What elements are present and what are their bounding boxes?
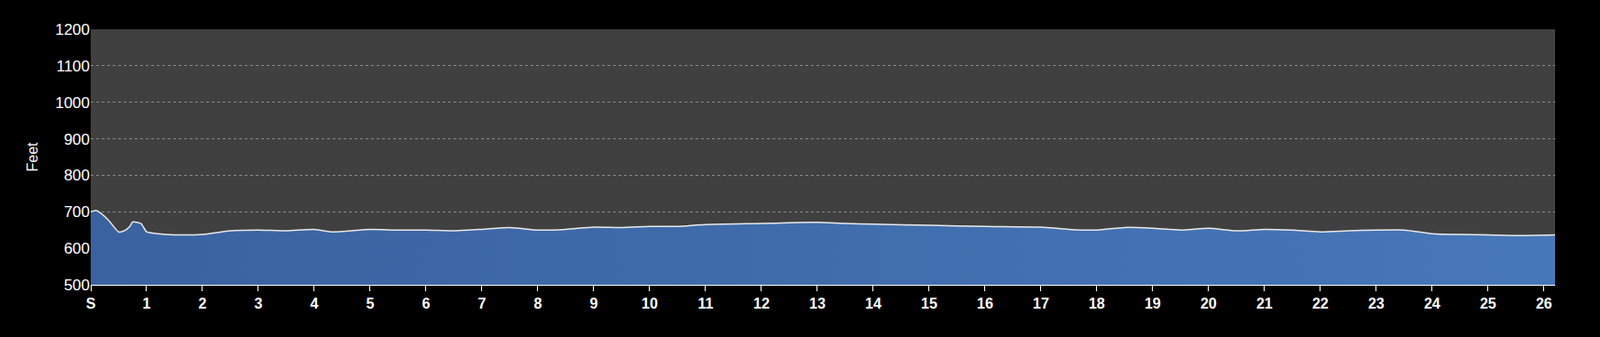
- svg-text:1100: 1100: [55, 57, 90, 76]
- svg-text:20: 20: [1200, 295, 1217, 312]
- svg-text:23: 23: [1368, 295, 1385, 312]
- svg-text:10: 10: [641, 295, 658, 312]
- svg-text:6: 6: [421, 295, 430, 312]
- svg-text:26: 26: [1535, 295, 1553, 312]
- svg-text:15: 15: [920, 295, 938, 312]
- svg-text:800: 800: [64, 166, 90, 185]
- svg-text:600: 600: [64, 240, 90, 258]
- svg-text:7: 7: [477, 295, 486, 312]
- svg-text:18: 18: [1088, 295, 1106, 312]
- svg-text:4: 4: [310, 295, 319, 312]
- svg-text:19: 19: [1144, 295, 1162, 312]
- svg-text:3: 3: [254, 295, 264, 312]
- svg-text:5: 5: [366, 295, 375, 312]
- svg-text:22: 22: [1312, 295, 1329, 312]
- svg-text:900: 900: [64, 131, 90, 149]
- svg-text:21: 21: [1256, 295, 1273, 312]
- svg-text:500: 500: [64, 276, 90, 295]
- svg-text:2: 2: [198, 295, 208, 312]
- svg-text:1200: 1200: [54, 21, 90, 39]
- svg-text:13: 13: [809, 295, 826, 312]
- svg-text:16: 16: [976, 295, 994, 312]
- svg-text:11: 11: [697, 295, 713, 312]
- svg-text:1000: 1000: [54, 94, 90, 112]
- svg-text:12: 12: [753, 295, 770, 312]
- svg-text:25: 25: [1479, 295, 1497, 312]
- svg-text:8: 8: [533, 295, 542, 312]
- svg-text:14: 14: [865, 295, 882, 312]
- svg-text:17: 17: [1032, 295, 1050, 312]
- svg-text:9: 9: [589, 295, 598, 312]
- svg-text:24: 24: [1424, 295, 1441, 312]
- svg-text:S: S: [86, 295, 97, 312]
- svg-text:Feet: Feet: [24, 142, 41, 173]
- svg-text:1: 1: [142, 295, 152, 312]
- svg-text:700: 700: [64, 203, 90, 221]
